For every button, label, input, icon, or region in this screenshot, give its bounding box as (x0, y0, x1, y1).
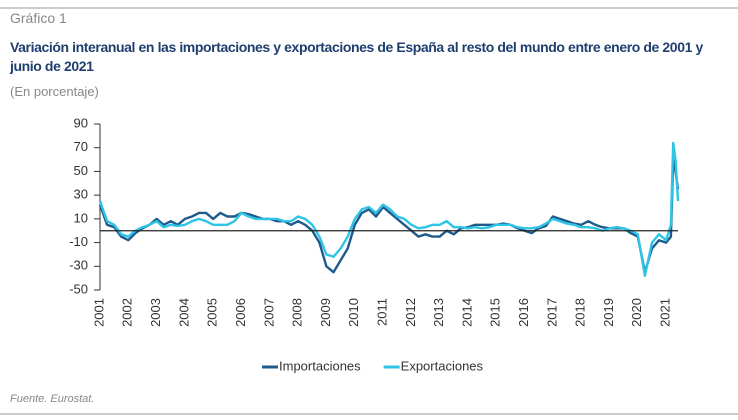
y-tick-label: 90 (74, 115, 88, 130)
series-line (98, 141, 680, 277)
legend-label: Importaciones (279, 358, 361, 373)
x-tick-label: 2016 (516, 298, 531, 327)
x-tick-label: 2009 (318, 298, 333, 327)
x-tick-label: 2001 (91, 298, 106, 327)
y-tick-label: -50 (69, 281, 88, 296)
x-tick-label: 2006 (233, 298, 248, 327)
x-tick-label: 2004 (176, 298, 191, 327)
y-tick-label: -10 (69, 234, 88, 249)
y-tick-label: 70 (74, 139, 88, 154)
x-tick-label: 2019 (601, 298, 616, 327)
x-tick-label: 2015 (488, 298, 503, 327)
x-tick-label: 2012 (403, 298, 418, 327)
chart-label: Gráfico 1 (10, 10, 67, 26)
legend-label: Exportaciones (401, 358, 484, 373)
x-tick-label: 2007 (261, 298, 276, 327)
x-tick-label: 2011 (374, 298, 389, 326)
chart-subtitle: (En porcentaje) (10, 84, 99, 99)
x-tick-label: 2003 (148, 298, 163, 327)
x-tick-label: 2008 (290, 298, 305, 327)
y-tick-label: 10 (74, 210, 88, 225)
series-line (98, 158, 680, 274)
x-tick-label: 2010 (346, 298, 361, 327)
x-tick-label: 2002 (120, 298, 135, 327)
x-tick-label: 2020 (629, 298, 644, 327)
source: Fuente. Eurostat. (10, 393, 95, 405)
x-tick-label: 2017 (544, 298, 559, 327)
y-tick-label: -30 (69, 258, 88, 273)
y-tick-label: 30 (74, 187, 88, 202)
chart-title: Variación interanual en las importacione… (10, 39, 703, 74)
x-tick-label: 2014 (459, 298, 474, 327)
x-tick-label: 2018 (573, 298, 588, 327)
y-tick-label: 50 (74, 163, 88, 178)
x-tick-label: 2005 (205, 298, 220, 327)
x-tick-label: 2021 (658, 298, 673, 327)
x-tick-label: 2013 (431, 298, 446, 327)
